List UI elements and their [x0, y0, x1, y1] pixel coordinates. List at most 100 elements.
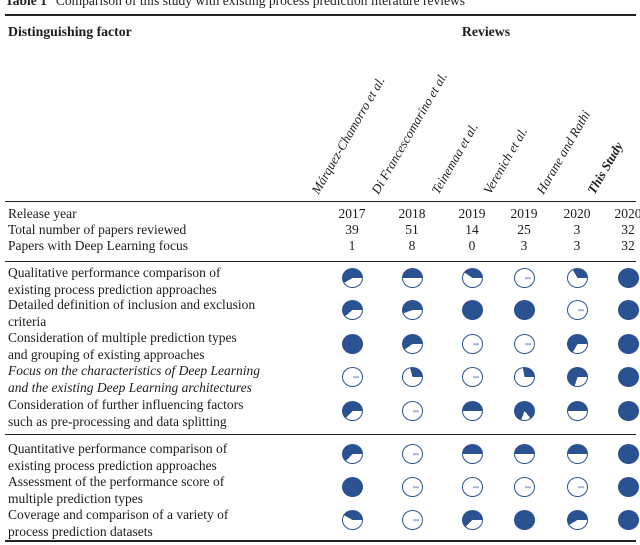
zero-coverage-dash-icon — [472, 486, 479, 488]
bottom-rule — [5, 540, 636, 542]
coverage-pie-icon — [567, 300, 588, 320]
coverage-pie-icon — [402, 367, 423, 387]
criterion-label-line: Coverage and comparison of a variety of — [8, 507, 229, 522]
coverage-pie-icon — [342, 444, 363, 464]
criterion-label-line: Assessment of the performance score of — [8, 474, 225, 489]
criterion-label: Consideration of further influencing fac… — [8, 397, 338, 430]
numeric-value-cell: 2020 — [614, 206, 640, 221]
coverage-pie-icon — [618, 334, 639, 354]
numeric-row-label: Total number of papers reviewed — [8, 222, 187, 237]
zero-coverage-dash-icon — [412, 519, 419, 521]
coverage-pie-icon — [342, 300, 363, 320]
header-distinguishing-factor: Distinguishing factor — [8, 24, 132, 39]
zero-coverage-dash-icon — [472, 343, 479, 345]
criterion-label-line: such as pre-processing and data splittin… — [8, 413, 227, 429]
zero-coverage-dash-icon — [472, 376, 479, 378]
zero-coverage-dash-icon — [412, 453, 419, 455]
coverage-pie-icon — [462, 510, 483, 530]
numeric-value-cell: 32 — [621, 238, 635, 253]
numeric-row-label: Papers with Deep Learning focus — [8, 238, 188, 253]
numeric-value-cell: 3 — [520, 238, 528, 253]
coverage-pie-icon — [402, 477, 423, 497]
top-rule — [5, 14, 636, 16]
numeric-value-cell: 8 — [408, 238, 416, 253]
coverage-pie-icon — [514, 444, 535, 464]
criterion-label-line: Consideration of further influencing fac… — [8, 397, 244, 412]
coverage-pie-icon — [567, 367, 588, 387]
coverage-pie-icon — [462, 300, 483, 320]
coverage-pie-icon — [618, 477, 639, 497]
coverage-pie-icon — [462, 401, 483, 421]
numeric-value-cell: 32 — [621, 222, 635, 237]
coverage-pie-icon — [618, 444, 639, 464]
coverage-pie-icon — [514, 300, 535, 320]
coverage-pie-icon — [567, 268, 588, 288]
zero-coverage-dash-icon — [524, 486, 531, 488]
numeric-value-cell: 14 — [465, 222, 479, 237]
zero-coverage-dash-icon — [577, 309, 584, 311]
numeric-row-label: Release year — [8, 206, 77, 221]
numeric-value-cell: 25 — [517, 222, 531, 237]
coverage-pie-icon — [618, 367, 639, 387]
numeric-value-cell: 1 — [348, 238, 356, 253]
column-header-label: Verenich et al. — [480, 124, 531, 197]
coverage-pie-icon — [402, 444, 423, 464]
criterion-label-line: process prediction datasets — [8, 523, 153, 539]
zero-coverage-dash-icon — [412, 410, 419, 412]
coverage-pie-icon — [342, 510, 363, 530]
column-header-label: Teinemaa et al. — [428, 120, 481, 197]
zero-coverage-dash-icon — [524, 277, 531, 279]
numeric-value-cell: 2020 — [563, 206, 591, 221]
criterion-label-line: Focus on the characteristics of Deep Lea… — [8, 363, 260, 378]
coverage-pie-icon — [462, 477, 483, 497]
coverage-pie-icon — [342, 477, 363, 497]
criterion-label: Consideration of multiple prediction typ… — [8, 330, 338, 363]
coverage-pie-icon — [618, 268, 639, 288]
criterion-label-line: Quantitative performance comparison of — [8, 441, 228, 456]
coverage-pie-icon — [514, 268, 535, 288]
numeric-value-cell: 0 — [468, 238, 476, 253]
criterion-label: Focus on the characteristics of Deep Lea… — [8, 363, 338, 396]
numeric-value-cell: 39 — [345, 222, 359, 237]
zero-coverage-dash-icon — [352, 376, 359, 378]
numeric-value-cell: 3 — [573, 222, 581, 237]
table-caption-number: Table 1 — [5, 0, 47, 8]
coverage-pie-icon — [514, 334, 535, 354]
criterion-label: Qualitative performance comparison of exi… — [8, 265, 338, 298]
coverage-pie-icon — [462, 334, 483, 354]
coverage-pie-icon — [342, 334, 363, 354]
coverage-pie-icon — [618, 510, 639, 530]
criterion-label: Quantitative performance comparison of ex… — [8, 441, 338, 474]
criterion-label: Coverage and comparison of a variety of p… — [8, 507, 338, 540]
header-rule — [5, 201, 636, 203]
coverage-pie-icon — [462, 444, 483, 464]
coverage-pie-icon — [567, 477, 588, 497]
coverage-pie-icon — [402, 300, 423, 320]
numeric-value-cell: 2019 — [458, 206, 486, 221]
numeric-value-cell: 2017 — [338, 206, 366, 221]
criterion-label-line: existing process prediction approaches — [8, 281, 217, 297]
coverage-pie-icon — [618, 300, 639, 320]
criterion-label-line: multiple prediction types — [8, 490, 143, 506]
coverage-pie-icon — [514, 510, 535, 530]
criterion-label-line: criteria — [8, 313, 47, 329]
coverage-pie-icon — [402, 334, 423, 354]
table-caption: Table 1 Comparison of this study with exi… — [5, 0, 465, 9]
coverage-pie-icon — [618, 401, 639, 421]
zero-coverage-dash-icon — [524, 343, 531, 345]
zero-coverage-dash-icon — [577, 486, 584, 488]
coverage-pie-icon — [514, 367, 535, 387]
coverage-pie-icon — [402, 510, 423, 530]
table-caption-text: Comparison of this study with existing p… — [55, 0, 465, 8]
coverage-pie-icon — [567, 334, 588, 354]
numeric-value-cell: 3 — [573, 238, 581, 253]
criterion-label: Detailed definition of inclusion and exc… — [8, 297, 338, 330]
coverage-pie-icon — [402, 268, 423, 288]
coverage-pie-icon — [567, 401, 588, 421]
criterion-label-line: Qualitative performance comparison of — [8, 265, 221, 280]
criterion-label-line: and grouping of existing approaches — [8, 346, 205, 362]
coverage-pie-icon — [462, 367, 483, 387]
coverage-pie-icon — [402, 401, 423, 421]
coverage-pie-icon — [567, 510, 588, 530]
